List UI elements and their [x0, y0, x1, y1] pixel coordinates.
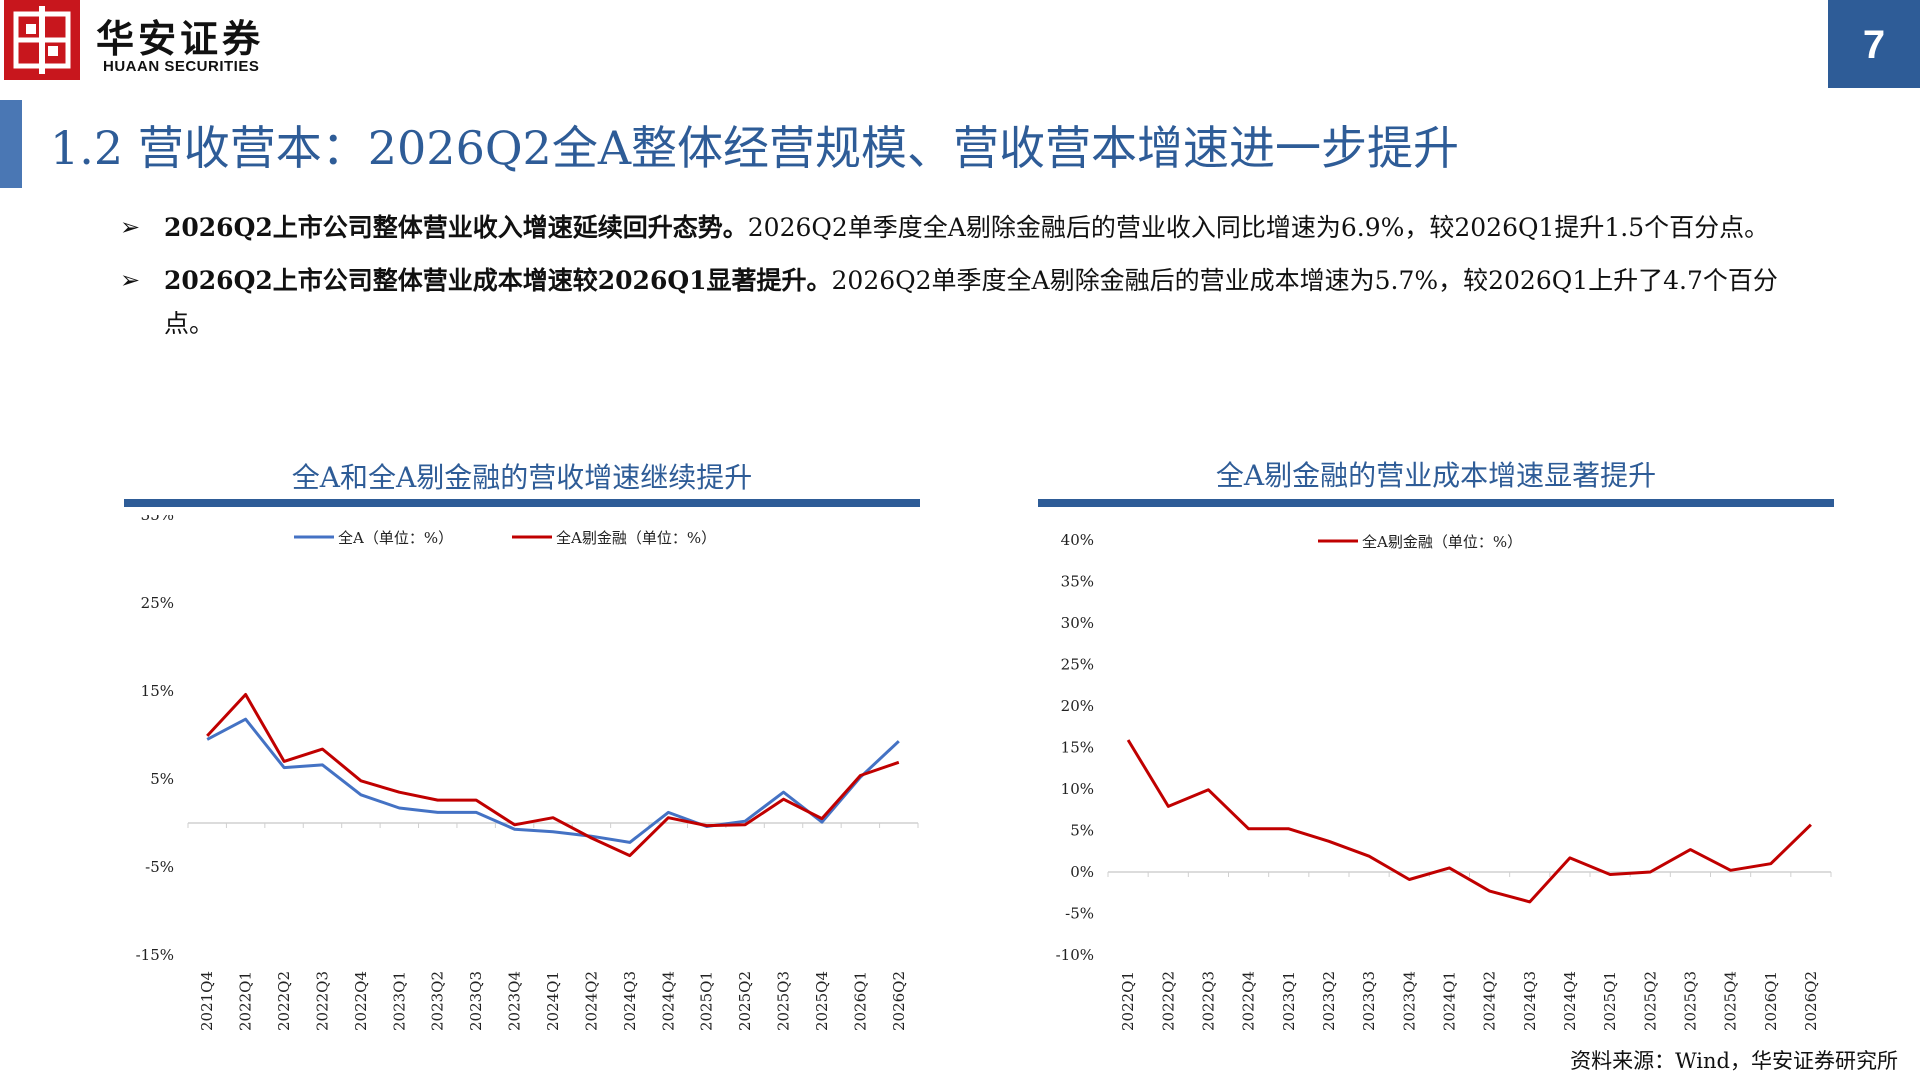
x-tick-label: 2025Q4 [813, 971, 831, 1031]
y-tick-label: 15% [141, 682, 174, 700]
bullet-text: 2026Q2单季度全A剔除金融后的营业收入同比增速为6.9%，较2026Q1提升… [747, 213, 1770, 242]
series-line-1 [1126, 739, 1812, 904]
x-tick-label: 2025Q2 [1641, 971, 1659, 1031]
x-tick-label: 2024Q1 [1440, 971, 1458, 1031]
x-tick-label: 2024Q2 [1481, 971, 1499, 1031]
y-tick-label: 35% [1061, 573, 1094, 591]
y-tick-label: 35% [141, 515, 174, 524]
x-tick-label: 2022Q3 [1199, 971, 1217, 1031]
y-tick-label: 5% [150, 770, 174, 788]
chart-2: 全A剔金融（单位：%） 40% 35% 30% 25% 20% 15% 10% 5% 0% -5% -… [1056, 531, 1832, 1031]
legend-label: 全A（单位：%） [338, 529, 453, 547]
x-tick-label: 2021Q4 [198, 971, 216, 1031]
x-tick-label: 2023Q3 [467, 971, 485, 1031]
x-tick-label: 2022Q2 [275, 971, 293, 1031]
x-tick-label: 2024Q4 [659, 971, 677, 1031]
bullet-bold-text: 2026Q2上市公司整体营业收入增速延续回升态势。 [164, 213, 748, 242]
page-title: 1.2 营收营本：2026Q2全A整体经营规模、营收营本增速进一步提升 [50, 121, 1460, 175]
x-tick-label: 2026Q1 [1762, 971, 1780, 1031]
x-tick-label: 2022Q1 [1119, 971, 1137, 1031]
x-tick-label: 2025Q3 [1681, 971, 1699, 1031]
source-note: 资料来源：Wind，华安证券研究所 [1570, 1049, 1898, 1073]
x-tick-label: 2023Q4 [506, 971, 524, 1031]
bullet-list: ➢ 2026Q2上市公司整体营业收入增速延续回升态势。2026Q2单季度全A剔除… [120, 206, 1780, 355]
y-tick-label: -10% [1056, 946, 1094, 964]
x-tick-label: 2025Q4 [1722, 971, 1740, 1031]
y-tick-label: 25% [1061, 656, 1094, 674]
y-tick-label: 10% [1061, 780, 1094, 798]
x-tick-label: 2023Q3 [1360, 971, 1378, 1031]
y-tick-label: 20% [1061, 697, 1094, 715]
y-tick-label: -5% [1065, 905, 1094, 923]
logo-text: 华安证券 [96, 16, 265, 61]
x-tick-label: 2024Q3 [1521, 971, 1539, 1031]
arrow-bullet-icon: ➢ [120, 213, 141, 241]
chart-1-rule [124, 499, 920, 507]
legend-label: 全A剔金融（单位：%） [556, 529, 716, 547]
chart-2-title: 全A剔金融的营业成本增速显著提升 [1215, 459, 1657, 492]
x-tick-label: 2025Q3 [775, 971, 793, 1031]
y-tick-label: 0% [1070, 863, 1094, 881]
arrow-bullet-icon: ➢ [120, 266, 141, 294]
x-tick-label: 2024Q4 [1561, 971, 1579, 1031]
y-tick-label: -5% [145, 858, 174, 876]
x-tick-label: 2024Q3 [621, 971, 639, 1031]
logo-emblem [4, 0, 80, 80]
x-tick-label: 2025Q1 [1601, 971, 1619, 1031]
y-tick-label: 25% [141, 594, 174, 612]
x-tick-label: 2024Q1 [544, 971, 562, 1031]
x-tick-label: 2025Q1 [698, 971, 716, 1031]
x-tick-label: 2023Q1 [390, 971, 408, 1031]
x-tick-label: 2023Q1 [1280, 971, 1298, 1031]
x-tick-label: 2023Q2 [1320, 971, 1338, 1031]
x-tick-label: 2026Q1 [851, 971, 869, 1031]
y-tick-label: 30% [1061, 614, 1094, 632]
logo-subtitle: HUAAN SECURITIES [103, 58, 260, 75]
page-number: 7 [1828, 0, 1920, 88]
x-tick-label: 2026Q2 [890, 971, 908, 1031]
title-accent-bar [0, 100, 22, 188]
legend-label: 全A剔金融（单位：%） [1362, 533, 1522, 551]
series-line-2 [206, 693, 900, 858]
bullet-bold-text: 2026Q2上市公司整体营业成本增速较2026Q1显著提升。 [164, 266, 832, 295]
x-tick-label: 2026Q2 [1802, 971, 1820, 1031]
logo-emblem-icon [4, 0, 80, 80]
y-tick-label: 40% [1061, 531, 1094, 549]
x-tick-label: 2022Q3 [313, 971, 331, 1031]
chart-2-rule [1038, 499, 1834, 507]
x-tick-label: 2022Q2 [1159, 971, 1177, 1031]
y-tick-label: 15% [1061, 739, 1094, 757]
x-tick-label: 2024Q2 [582, 971, 600, 1031]
x-tick-label: 2025Q2 [736, 971, 754, 1031]
series-line-1 [206, 717, 900, 844]
chart-1: 全A（单位：%） 全A剔金融（单位：%） 35% 25% 15% 5% -5% -15% 202… [136, 515, 919, 1031]
x-tick-label: 2022Q4 [1240, 971, 1258, 1031]
x-tick-label: 2022Q4 [352, 971, 370, 1031]
y-tick-label: 5% [1070, 822, 1094, 840]
x-tick-label: 2023Q2 [429, 971, 447, 1031]
bullet-item: ➢ 2026Q2上市公司整体营业收入增速延续回升态势。2026Q2单季度全A剔除… [120, 206, 1780, 249]
chart-1-title: 全A和全A剔金融的营收增速继续提升 [291, 461, 753, 494]
bullet-text: 2026Q2单季度全A剔除金融后的营业成本增速为5.7%，较2026Q1上升了4… [164, 266, 1778, 338]
bullet-item: ➢ 2026Q2上市公司整体营业成本增速较2026Q1显著提升。2026Q2单季… [120, 259, 1780, 345]
x-tick-label: 2023Q4 [1400, 971, 1418, 1031]
x-tick-label: 2022Q1 [237, 971, 255, 1031]
y-tick-label: -15% [136, 946, 174, 964]
